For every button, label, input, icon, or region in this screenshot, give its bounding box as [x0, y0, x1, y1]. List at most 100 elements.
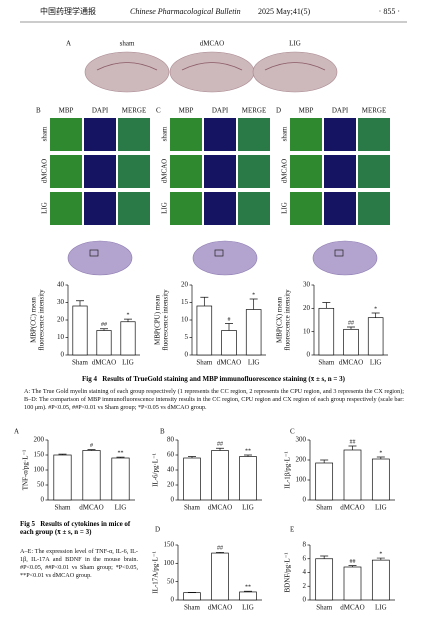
coronal-section — [67, 240, 133, 276]
row-label: LIG — [161, 202, 169, 214]
x-tick-label: Sham — [196, 359, 213, 367]
x-tick-label: LIG — [375, 504, 387, 512]
bar — [72, 305, 88, 356]
y-tick-label: 150 — [34, 451, 45, 459]
micrograph — [118, 118, 150, 151]
y-axis-label: MBP(CX) mean — [276, 296, 284, 343]
x-tick-label: LIG — [375, 604, 387, 612]
fig5-caption-title: Fig 5 Results of cytokines in mice of ea… — [20, 520, 135, 536]
significance-label: # — [228, 317, 231, 323]
bar — [245, 309, 262, 356]
roi-box — [214, 249, 224, 257]
micrograph — [238, 155, 270, 188]
y-tick-label: 100 — [34, 466, 45, 474]
y-tick-label: 0 — [171, 496, 175, 504]
micrograph — [170, 118, 202, 151]
y-tick-label: 20 — [181, 281, 189, 289]
error-bar — [116, 456, 125, 458]
column-label: MBP — [59, 107, 74, 115]
fig-title: Results of cytokines in mice of each gro… — [20, 520, 131, 536]
y-tick-label: 80 — [167, 436, 175, 444]
bar — [367, 317, 384, 356]
row-label: sham — [281, 126, 289, 141]
bar — [343, 449, 362, 501]
significance-label: ** — [245, 585, 251, 591]
micrograph — [358, 118, 390, 151]
micrograph — [170, 192, 202, 225]
column-label: LIG — [289, 40, 301, 48]
x-tick-label: dMCAO — [208, 504, 233, 512]
x-tick-label: LIG — [115, 504, 127, 512]
x-tick-label: dMCAO — [92, 359, 117, 367]
error-bar — [371, 312, 380, 318]
error-bar — [376, 557, 385, 561]
row-label: sham — [161, 126, 169, 141]
x-tick-label: dMCAO — [340, 604, 365, 612]
x-tick-label: dMCAO — [340, 504, 365, 512]
micrograph — [170, 155, 202, 188]
y-tick-label: 30 — [57, 298, 65, 306]
error-bar — [58, 453, 67, 455]
y-tick-label: 0 — [61, 351, 65, 359]
column-label: sham — [120, 40, 135, 48]
significance-label: * — [374, 306, 377, 312]
error-bar — [322, 302, 331, 309]
error-bar — [347, 326, 355, 330]
bar — [315, 462, 334, 501]
bar — [239, 456, 257, 501]
micrograph — [50, 155, 82, 188]
y-tick-label: 100 — [296, 476, 307, 484]
micrograph — [324, 155, 356, 188]
issue: 2025 May;41(5) — [258, 7, 311, 16]
column-label: MERGE — [362, 107, 387, 115]
y-axis-label: IL-17A/pg·L⁻¹ — [152, 551, 160, 593]
y-axis-label: IL-6/pg·L⁻¹ — [152, 453, 160, 487]
x-tick-label: dMCAO — [339, 359, 364, 367]
coronal-section — [192, 240, 258, 276]
x-tick-label: Sham — [55, 504, 72, 512]
micrograph — [358, 155, 390, 188]
y-tick-label: 10 — [57, 333, 65, 341]
micrograph — [290, 155, 322, 188]
y-tick-label: 0 — [307, 351, 311, 359]
error-bar — [87, 449, 96, 451]
significance-label: ** — [245, 448, 251, 454]
error-bar — [124, 318, 132, 322]
x-tick-label: dMCAO — [79, 504, 104, 512]
y-axis-label: fluorescence intensity — [284, 289, 292, 351]
panel-label: D — [276, 107, 281, 115]
micrograph — [118, 192, 150, 225]
micrograph — [204, 118, 236, 151]
y-tick-label: 300 — [296, 436, 307, 444]
bar — [183, 592, 201, 601]
y-tick-label: 40 — [167, 466, 175, 474]
significance-label: * — [379, 551, 382, 557]
x-tick-label: LIG — [370, 359, 382, 367]
micrograph — [290, 118, 322, 151]
column-label: dMCAO — [200, 40, 225, 48]
significance-label: # — [90, 443, 93, 449]
significance-label: ## — [217, 442, 223, 448]
y-tick-label: 15 — [181, 298, 189, 306]
error-bar — [348, 445, 357, 450]
row-label: sham — [41, 126, 49, 141]
significance-label: ## — [350, 559, 356, 565]
column-label: DAPI — [332, 107, 349, 115]
micrograph — [324, 192, 356, 225]
y-tick-label: 2 — [303, 582, 307, 590]
y-tick-label: 20 — [167, 481, 175, 489]
y-tick-label: 5 — [185, 333, 189, 341]
error-bar — [244, 590, 252, 592]
x-tick-label: dMCAO — [217, 359, 242, 367]
y-axis-label: BDNF/pg·L⁻¹ — [284, 552, 292, 592]
y-tick-label: 60 — [167, 451, 175, 459]
panel-label: D — [155, 526, 160, 534]
significance-label: ## — [350, 439, 356, 445]
error-bar — [216, 551, 224, 554]
error-bar — [216, 447, 224, 451]
y-tick-label: 0 — [303, 496, 307, 504]
y-tick-label: 50 — [37, 481, 45, 489]
x-tick-label: LIG — [122, 359, 134, 367]
significance-label: ## — [101, 322, 107, 328]
